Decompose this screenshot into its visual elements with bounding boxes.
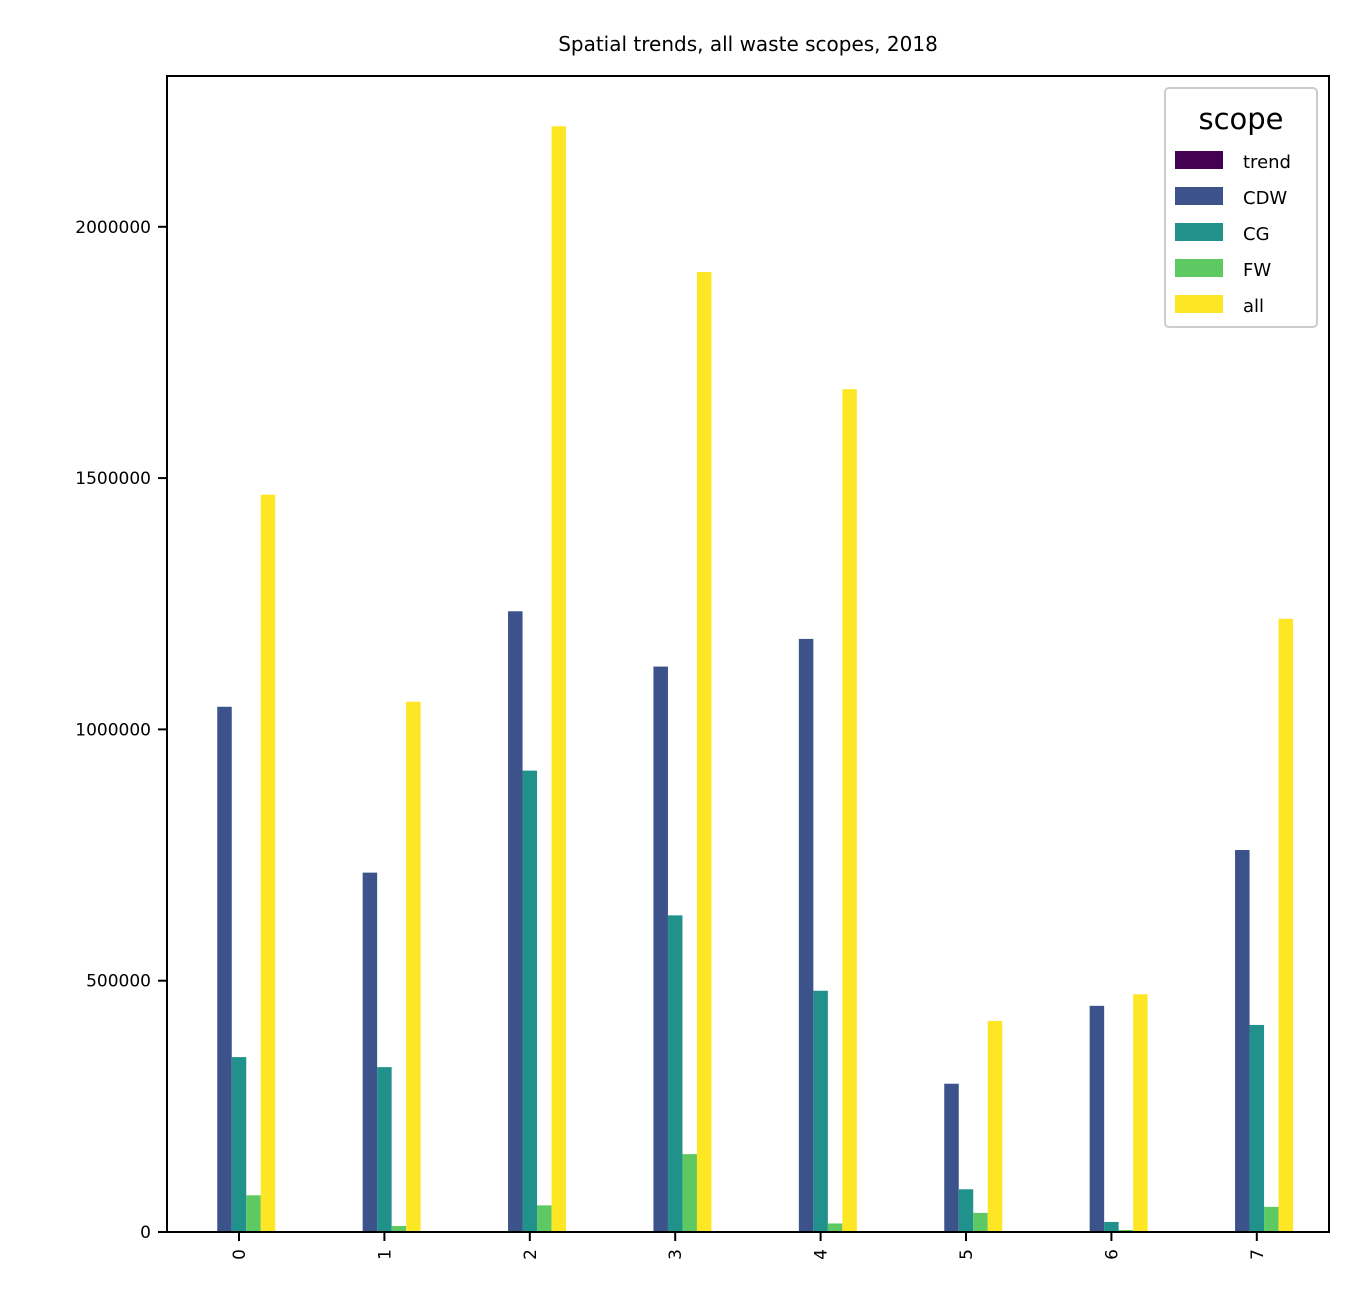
bar-cg-5: [958, 1189, 974, 1232]
bar-fw-7: [1264, 1206, 1279, 1232]
bar-cdw-1: [362, 872, 378, 1232]
bar-cdw-5: [944, 1083, 959, 1232]
bar-all-7: [1278, 618, 1294, 1232]
bar-cdw-2: [508, 611, 523, 1232]
legend-label-trend: trend: [1243, 152, 1291, 173]
legend-swatch-all: [1175, 295, 1223, 313]
bar-cdw-0: [217, 706, 232, 1232]
x-tick-label: 4: [812, 1249, 832, 1260]
bar-fw-5: [973, 1212, 988, 1232]
legend-label-cg: CG: [1243, 224, 1270, 245]
bar-fw-6: [1118, 1229, 1134, 1232]
bar-fw-1: [391, 1225, 407, 1232]
bar-all-1: [406, 701, 421, 1232]
legend-swatch-fw: [1175, 259, 1223, 277]
bar-cdw-7: [1235, 850, 1250, 1232]
legend-label-all: all: [1243, 296, 1264, 317]
bar-cg-2: [522, 770, 538, 1232]
bar-all-2: [551, 126, 567, 1232]
bar-cg-6: [1104, 1221, 1119, 1232]
bar-cg-7: [1249, 1024, 1265, 1232]
legend-swatch-trend: [1175, 151, 1223, 169]
bar-cg-3: [667, 915, 683, 1232]
legend-swatch-cdw: [1175, 187, 1223, 205]
chart-title: Spatial trends, all waste scopes, 2018: [558, 32, 938, 56]
legend-title: scope: [1198, 102, 1283, 136]
legend: scope trend CDW CG FW all: [1164, 87, 1318, 328]
bar-cg-4: [813, 990, 828, 1232]
y-tick-label: 2000000: [75, 218, 151, 238]
legend-label-fw: FW: [1243, 260, 1271, 281]
bar-cg-1: [377, 1067, 392, 1232]
legend-items: trend CDW CG FW all: [1175, 151, 1291, 317]
x-tick-label: 7: [1248, 1249, 1268, 1260]
y-tick-label: 0: [140, 1223, 151, 1243]
bars-group: [217, 126, 1294, 1232]
plot-frame: [166, 75, 1330, 1233]
x-tick-label: 6: [1102, 1249, 1122, 1260]
bar-cdw-4: [798, 638, 814, 1232]
bar-cdw-3: [653, 666, 668, 1232]
bar-all-3: [696, 272, 712, 1232]
legend-swatch-cg: [1175, 223, 1223, 241]
x-tick-label: 3: [666, 1249, 686, 1260]
x-tick-label: 1: [375, 1249, 395, 1260]
y-tick-label: 500000: [86, 972, 151, 992]
bar-fw-4: [827, 1223, 843, 1232]
bar-fw-3: [682, 1154, 697, 1232]
bar-all-4: [842, 389, 857, 1232]
y-tick-label: 1000000: [75, 720, 151, 740]
x-tick-label: 5: [957, 1249, 977, 1260]
x-tick-label: 2: [521, 1249, 541, 1260]
bar-fw-0: [246, 1195, 261, 1232]
bar-all-5: [987, 1020, 1003, 1232]
bar-all-0: [260, 494, 276, 1232]
y-tick-label: 1500000: [75, 469, 151, 489]
legend-label-cdw: CDW: [1243, 188, 1287, 209]
bar-cg-0: [231, 1057, 247, 1232]
bar-all-6: [1133, 994, 1148, 1232]
x-tick-label: 0: [230, 1249, 250, 1260]
y-axis: 0 500000 1000000 1500000 2000000: [75, 218, 167, 1243]
bar-cdw-6: [1089, 1005, 1105, 1232]
x-axis: 0 1 2 3 4 5 6 7: [230, 1232, 1268, 1260]
bar-fw-2: [537, 1205, 552, 1232]
